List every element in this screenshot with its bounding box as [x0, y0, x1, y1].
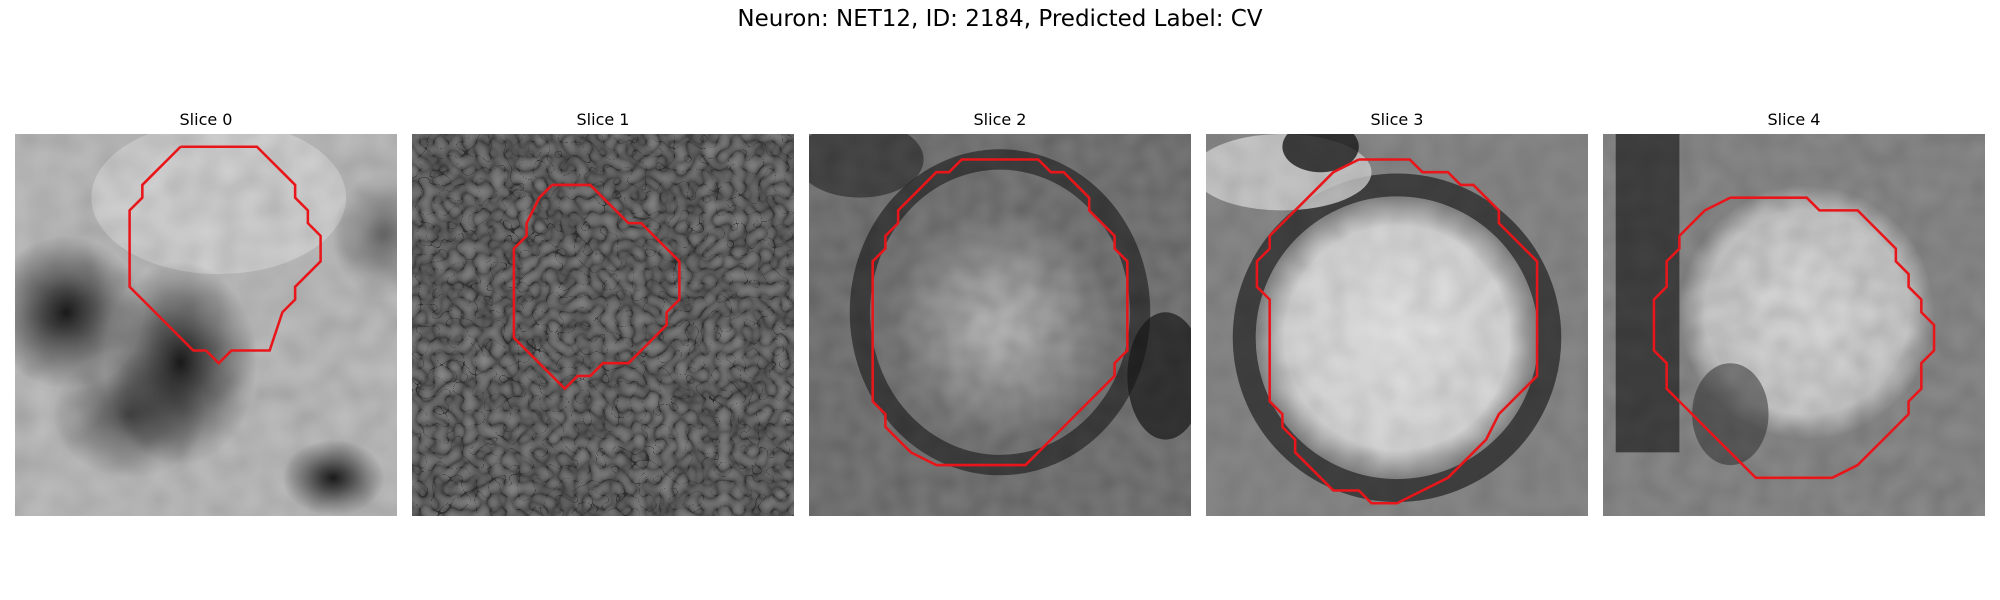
slice-title: Slice 0 — [179, 110, 233, 129]
slice-panel-1: Slice 1 — [412, 108, 794, 516]
slice-panel-0: Slice 0 — [15, 108, 397, 516]
figure-title: Neuron: NET12, ID: 2184, Predicted Label… — [737, 6, 1263, 32]
slice-panel-4: Slice 4 — [1603, 108, 1985, 516]
slice-image — [809, 134, 1191, 516]
slice-image — [412, 134, 794, 516]
slice-title: Slice 2 — [973, 110, 1027, 129]
slice-image — [1206, 134, 1588, 516]
slice-panel-2: Slice 2 — [809, 108, 1191, 516]
slice-title: Slice 1 — [576, 110, 630, 129]
slice-image — [1603, 134, 1985, 516]
slice-title: Slice 3 — [1370, 110, 1424, 129]
slice-panel-3: Slice 3 — [1206, 108, 1588, 516]
slice-title: Slice 4 — [1767, 110, 1821, 129]
slice-image — [15, 134, 397, 516]
